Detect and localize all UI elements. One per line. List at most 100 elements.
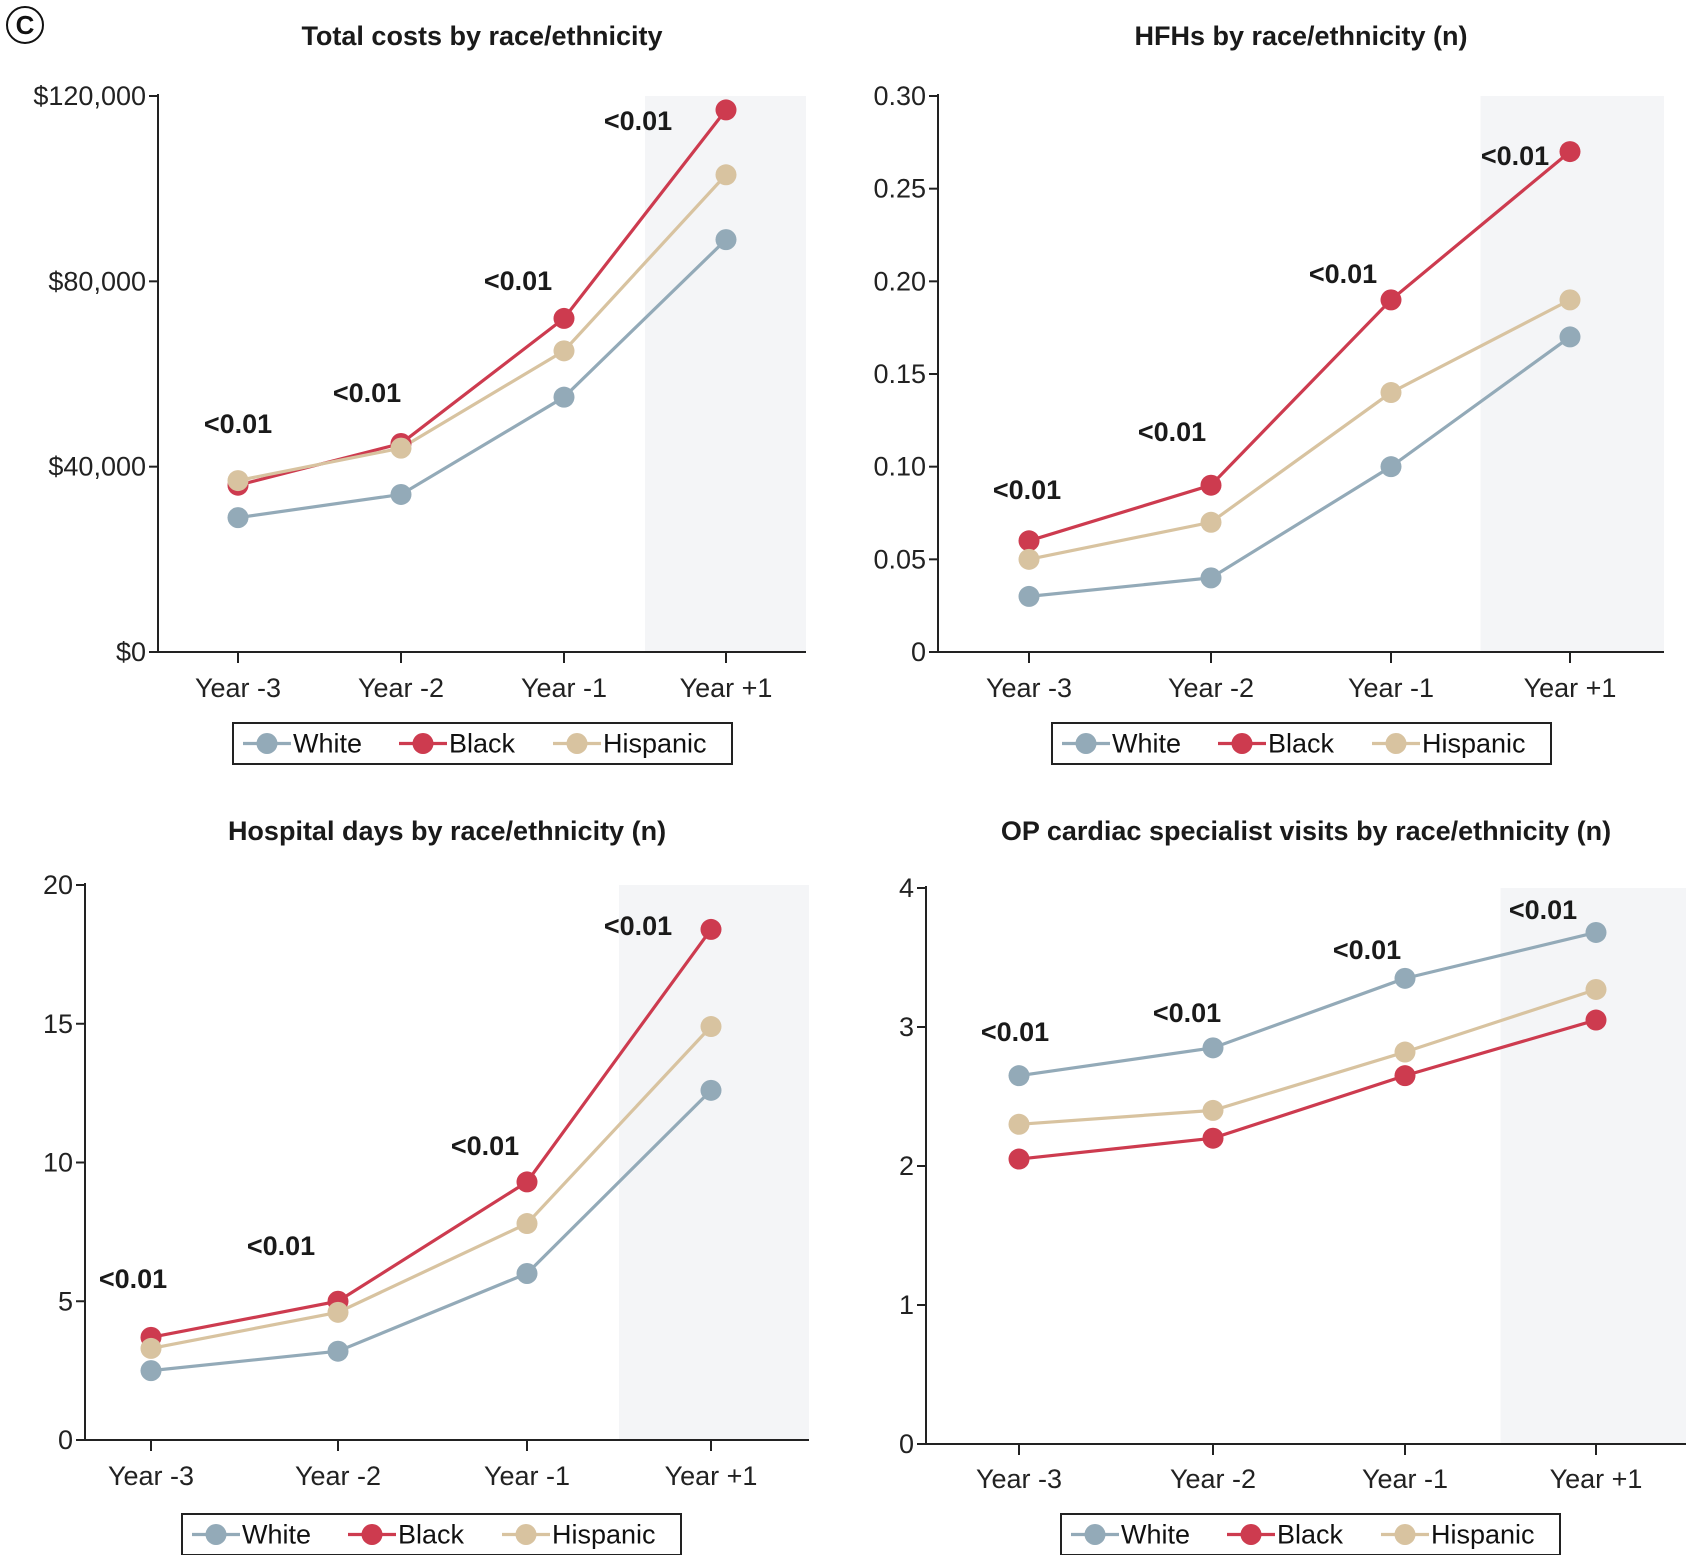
- data-point-black: [1585, 1009, 1607, 1031]
- legend-swatch-marker: [1394, 1524, 1416, 1545]
- data-point-hispanic: [1008, 1113, 1030, 1135]
- series-line-hispanic: [237, 173, 728, 483]
- data-point-black: [700, 918, 722, 940]
- y-tick-label: 0.30: [873, 81, 926, 111]
- data-point-white: [1380, 456, 1402, 478]
- legend-swatch-marker: [1084, 1524, 1106, 1545]
- x-tick-label: Year -2: [358, 673, 444, 703]
- x-tick-label: Year -2: [1168, 673, 1254, 703]
- series-line-white: [237, 238, 728, 520]
- data-point-white: [700, 1079, 722, 1101]
- x-tick-label: Year -1: [521, 673, 607, 703]
- y-tick-label: 10: [43, 1148, 73, 1178]
- data-point-white: [1018, 585, 1040, 607]
- data-point-black: [1559, 141, 1581, 163]
- y-tick-label: $80,000: [48, 266, 146, 296]
- y-tick-label: 5: [58, 1286, 73, 1316]
- legend-label-hispanic: Hispanic: [1431, 1520, 1535, 1550]
- x-tick-label: Year +1: [1524, 673, 1617, 703]
- p-value-annotation: <0.01: [247, 1231, 315, 1261]
- legend-label-white: White: [293, 729, 362, 759]
- data-point-white: [140, 1360, 162, 1382]
- legend: White Black Hispanic: [181, 1513, 682, 1555]
- data-point-hispanic: [715, 164, 737, 186]
- data-point-black: [715, 99, 737, 121]
- data-point-white: [1008, 1065, 1030, 1087]
- data-point-white: [227, 507, 249, 529]
- x-tick-label: Year -3: [195, 673, 281, 703]
- data-point-hispanic: [700, 1016, 722, 1038]
- series-line-black: [1018, 1018, 1597, 1161]
- p-value-annotation: <0.01: [484, 266, 552, 296]
- p-value-annotation: <0.01: [451, 1131, 519, 1161]
- x-tick-label: Year +1: [1550, 1464, 1643, 1494]
- y-tick-label: 0.15: [873, 359, 926, 389]
- legend-swatch-marker: [1231, 733, 1253, 754]
- x-tick-label: Year -1: [1362, 1464, 1448, 1494]
- x-tick-label: Year +1: [665, 1461, 758, 1491]
- data-point-white: [327, 1340, 349, 1362]
- data-point-black: [1202, 1127, 1224, 1149]
- legend-label-hispanic: Hispanic: [552, 1520, 656, 1550]
- data-point-white: [1200, 567, 1222, 589]
- y-tick-label: 0: [899, 1429, 914, 1459]
- data-point-white: [715, 229, 737, 251]
- y-tick-label: 0.10: [873, 452, 926, 482]
- y-tick-label: 15: [43, 1009, 73, 1039]
- data-point-black: [553, 307, 575, 329]
- y-tick-label: $40,000: [48, 452, 146, 482]
- legend-label-black: Black: [398, 1520, 465, 1550]
- x-tick-label: Year -3: [986, 673, 1072, 703]
- p-value-annotation: <0.01: [99, 1264, 167, 1294]
- x-tick-label: Year +1: [680, 673, 773, 703]
- data-point-white: [1559, 326, 1581, 348]
- legend-box: [1060, 1513, 1561, 1555]
- data-point-hispanic: [1559, 289, 1581, 311]
- series-line-white: [1028, 335, 1571, 598]
- y-tick-label: $0: [116, 637, 146, 667]
- y-tick-label: 0: [58, 1425, 73, 1455]
- legend-swatch-marker: [412, 733, 434, 754]
- data-point-hispanic: [1018, 548, 1040, 570]
- x-tick-label: Year -1: [1348, 673, 1434, 703]
- p-value-annotation: <0.01: [1509, 895, 1577, 925]
- data-point-hispanic: [1394, 1041, 1416, 1063]
- shaded-region-year-plus-1: [1480, 96, 1664, 652]
- legend: White Black Hispanic: [1051, 722, 1552, 765]
- y-tick-label: 0.05: [873, 544, 926, 574]
- data-point-white: [553, 386, 575, 408]
- data-point-black: [1008, 1148, 1030, 1170]
- p-value-annotation: <0.01: [1153, 998, 1221, 1028]
- legend-swatch-marker: [1385, 733, 1407, 754]
- y-tick-label: 20: [43, 870, 73, 900]
- p-value-annotation: <0.01: [993, 475, 1061, 505]
- data-point-hispanic: [1200, 511, 1222, 533]
- legend-label-hispanic: Hispanic: [1422, 729, 1526, 759]
- x-tick-label: Year -2: [1170, 1464, 1256, 1494]
- shaded-region-year-plus-1: [619, 885, 809, 1440]
- legend-swatch-marker: [205, 1524, 227, 1545]
- p-value-annotation: <0.01: [1309, 259, 1377, 289]
- series-line-black: [1028, 150, 1572, 543]
- p-value-annotation: <0.01: [1481, 141, 1549, 171]
- legend: White Black Hispanic: [1060, 1513, 1561, 1555]
- series-line-white: [1018, 930, 1597, 1078]
- y-tick-label: 3: [899, 1012, 914, 1042]
- x-tick-label: Year -3: [976, 1464, 1062, 1494]
- legend-label-black: Black: [449, 729, 516, 759]
- series-line-hispanic: [1028, 298, 1571, 561]
- chart-title: OP cardiac specialist visits by race/eth…: [1001, 816, 1611, 846]
- y-tick-label: 2: [899, 1151, 914, 1181]
- data-point-black: [1018, 530, 1040, 552]
- data-point-white: [516, 1263, 538, 1284]
- chart-op-cardiac-visits: OP cardiac specialist visits by race/eth…: [899, 816, 1686, 1555]
- series-line-hispanic: [1018, 987, 1597, 1126]
- p-value-annotation: <0.01: [1138, 417, 1206, 447]
- data-point-hispanic: [390, 437, 412, 459]
- shaded-region-year-plus-1: [645, 96, 806, 652]
- legend: White Black Hispanic: [232, 722, 733, 765]
- legend-swatch-marker: [256, 733, 278, 754]
- data-point-black: [1394, 1065, 1416, 1087]
- data-point-white: [1394, 967, 1416, 989]
